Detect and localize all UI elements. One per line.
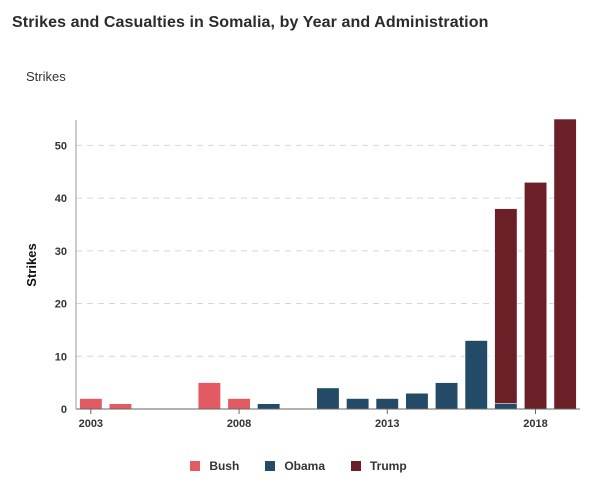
- legend-label: Obama: [284, 459, 325, 473]
- y-tick-label: 0: [61, 404, 67, 416]
- y-tick-label: 50: [55, 140, 67, 152]
- y-tick-label: 20: [55, 299, 67, 311]
- legend-item-obama[interactable]: Obama: [265, 459, 325, 473]
- legend-label: Trump: [370, 459, 407, 473]
- legend: Bush Obama Trump: [0, 459, 597, 473]
- bar-obama-2013[interactable]: [375, 398, 399, 410]
- bar-obama-2011[interactable]: [316, 387, 340, 410]
- legend-item-bush[interactable]: Bush: [190, 459, 239, 473]
- y-tick-label: 40: [55, 193, 67, 205]
- legend-swatch: [351, 461, 361, 471]
- y-axis-ticks: 0 10 20 30 40 50: [55, 140, 67, 416]
- bar-obama-2014[interactable]: [405, 392, 429, 410]
- bar-obama-2012[interactable]: [346, 398, 370, 410]
- legend-swatch: [190, 461, 201, 471]
- bars: [79, 118, 577, 410]
- chart-title: Strikes and Casualties in Somalia, by Ye…: [12, 14, 489, 31]
- y-tick-label: 10: [55, 351, 67, 363]
- bar-bush-2003[interactable]: [79, 398, 103, 410]
- bar-trump-2019[interactable]: [553, 118, 577, 410]
- y-tick-label: 30: [55, 246, 67, 258]
- x-axis-ticks: 2003 2008 2013 2018: [79, 409, 548, 430]
- x-tick-label: 2008: [227, 418, 251, 430]
- bar-bush-2008[interactable]: [227, 398, 251, 410]
- bar-bush-2007[interactable]: [197, 382, 221, 410]
- bar-obama-2017[interactable]: [494, 403, 518, 410]
- x-tick-label: 2013: [375, 418, 399, 430]
- chart-plot: 0 10 20 30 40 50 2003 2008 2013 2018 Strikes: [24, 118, 580, 430]
- bar-obama-2015[interactable]: [434, 382, 459, 410]
- bar-bush-2004[interactable]: [108, 403, 132, 410]
- legend-item-trump[interactable]: Trump: [351, 459, 407, 473]
- bar-obama-2009[interactable]: [257, 403, 281, 410]
- bar-obama-2016[interactable]: [464, 340, 488, 410]
- x-tick-label: 2003: [79, 418, 103, 430]
- legend-swatch: [265, 461, 276, 471]
- metric-selector[interactable]: Strikes: [26, 69, 66, 84]
- legend-label: Bush: [209, 459, 240, 473]
- x-tick-label: 2018: [523, 418, 547, 430]
- bar-trump-2017[interactable]: [494, 208, 518, 405]
- y-axis-label: Strikes: [24, 243, 39, 286]
- bar-trump-2018[interactable]: [523, 182, 548, 410]
